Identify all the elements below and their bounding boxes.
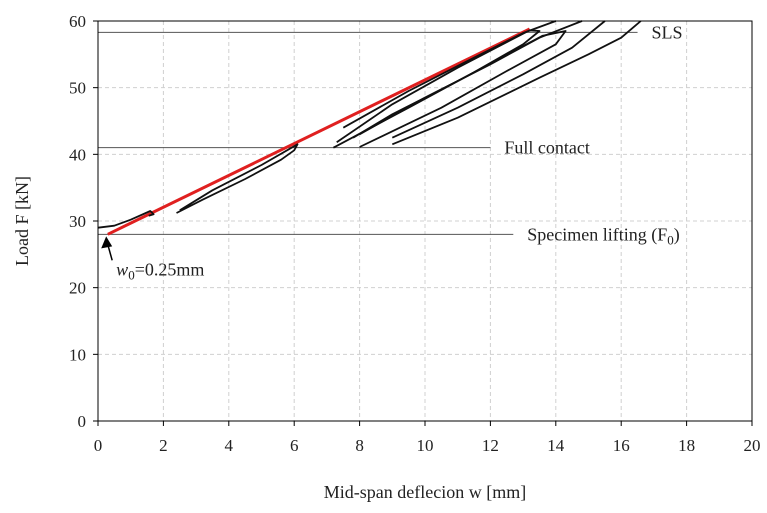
y-tick-label: 10 <box>69 345 86 364</box>
x-tick-label: 0 <box>94 436 103 455</box>
fit-line <box>107 27 531 236</box>
x-tick-label: 2 <box>159 436 168 455</box>
load-curve <box>342 20 557 129</box>
data-series <box>97 20 642 236</box>
annotations: w0=0.25mm <box>101 236 204 282</box>
reference-lines: SLS Full contact Specimen lifting (F0) <box>98 22 683 247</box>
load-curve <box>391 20 642 146</box>
load-curve <box>97 210 155 229</box>
y-tick-label: 30 <box>69 212 86 231</box>
y-tick-label: 50 <box>69 79 86 98</box>
grid-lines <box>98 21 752 421</box>
x-tick-label: 4 <box>225 436 234 455</box>
x-tick-label: 8 <box>355 436 364 455</box>
x-tick-label: 20 <box>744 436 761 455</box>
x-tick-label: 16 <box>613 436 630 455</box>
x-tick-label: 12 <box>482 436 499 455</box>
y-tick-label: 40 <box>69 145 86 164</box>
y-tick-label: 60 <box>69 12 86 31</box>
arrow-head <box>101 236 113 249</box>
y-axis-title: Load F [kN] <box>12 176 32 266</box>
x-tick-label: 6 <box>290 436 299 455</box>
x-tick-label: 14 <box>547 436 565 455</box>
x-tick-label: 10 <box>417 436 434 455</box>
load-curve <box>391 20 606 139</box>
y-tick-label: 20 <box>69 279 86 298</box>
x-axis-title: Mid-span deflecion w [mm] <box>324 482 526 502</box>
reference-line-label: Full contact <box>504 138 589 158</box>
load-curve <box>352 30 567 148</box>
load-curve <box>176 143 299 214</box>
reference-line-label: SLS <box>652 22 683 42</box>
axis-ticks: 0 2 4 6 8 10 12 14 16 18 20 0 10 20 30 40 50 60 <box>69 12 761 455</box>
load-curve <box>359 20 583 136</box>
reference-line-label: Specimen lifting (F0) <box>527 224 679 247</box>
y-tick-label: 0 <box>78 412 87 431</box>
x-tick-label: 18 <box>678 436 695 455</box>
w0-annotation: w0=0.25mm <box>116 259 204 282</box>
